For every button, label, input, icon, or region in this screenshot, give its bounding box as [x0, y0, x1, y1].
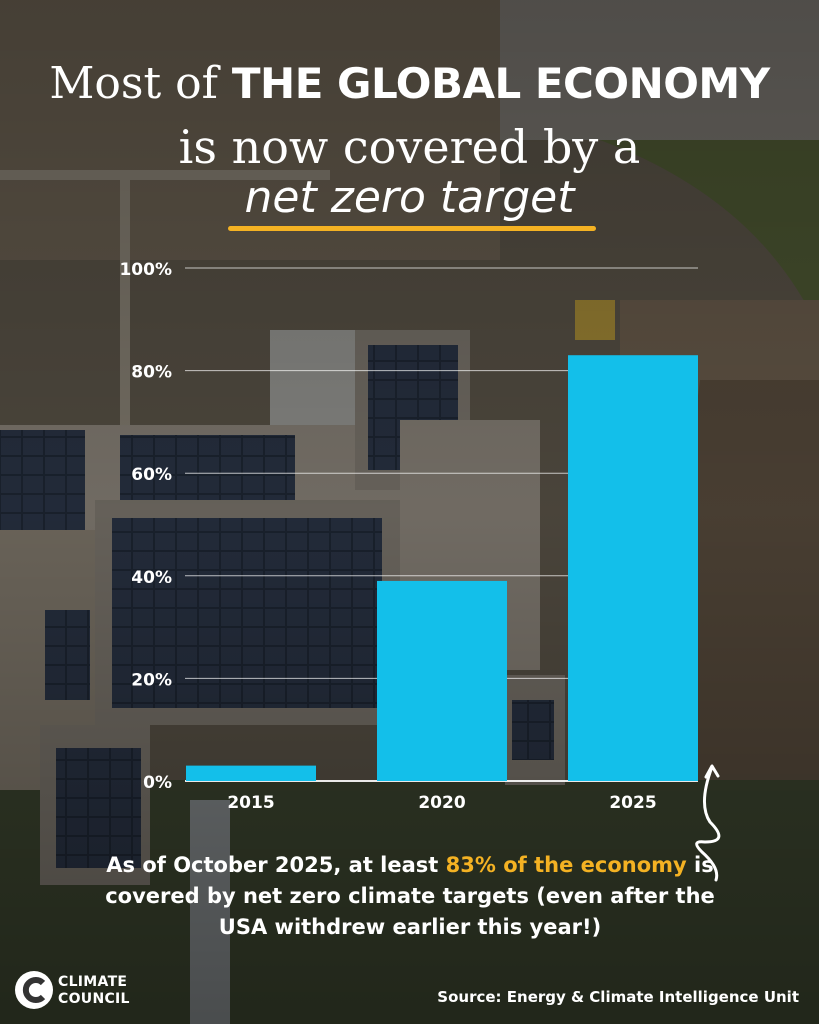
y-tick-label: 20%: [131, 670, 172, 690]
x-tick-label-2025: 2025: [609, 793, 656, 813]
headline-underline: [228, 226, 596, 231]
headline-line-1: Most of THE GLOBAL ECONOMY: [0, 58, 819, 109]
climate-council-logo: CLIMATE COUNCIL: [14, 970, 129, 1012]
y-tick-label: 0%: [143, 773, 172, 793]
arrow-squiggle-icon: [695, 764, 721, 882]
headline-line-3: net zero target: [244, 172, 575, 223]
x-tick-label-2020: 2020: [418, 793, 465, 813]
x-axis-labels: 2015 2020 2025: [227, 793, 656, 813]
callout-text: As of October 2025, at least 83% of the …: [90, 850, 730, 943]
y-axis-labels: 0% 20% 40% 60% 80% 100%: [119, 260, 172, 793]
headline-emphasis: THE GLOBAL ECONOMY: [231, 59, 770, 108]
logo-line-1: CLIMATE: [58, 974, 128, 990]
bar-2025: [568, 355, 698, 781]
x-tick-label-2015: 2015: [227, 793, 274, 813]
y-tick-label: 80%: [131, 363, 172, 383]
callout-highlight: 83% of the economy: [445, 853, 687, 877]
source-note: Source: Energy & Climate Intelligence Un…: [437, 988, 799, 1006]
callout-before: As of October 2025, at least: [106, 853, 446, 877]
headline-prefix: Most of: [49, 58, 232, 109]
y-tick-label: 60%: [131, 465, 172, 485]
headline-line-2: is now covered by a: [178, 120, 641, 174]
bars: [186, 355, 698, 781]
callout-after: is covered by net zero climate targets (…: [105, 853, 715, 939]
y-tick-label: 40%: [131, 568, 172, 588]
bar-2015: [186, 765, 316, 781]
climate-council-logo-icon: [15, 971, 53, 1009]
y-tick-label: 100%: [119, 260, 172, 280]
logo-text: CLIMATE COUNCIL: [58, 974, 130, 1008]
logo-line-2: COUNCIL: [58, 991, 130, 1007]
bar-2020: [377, 580, 507, 781]
